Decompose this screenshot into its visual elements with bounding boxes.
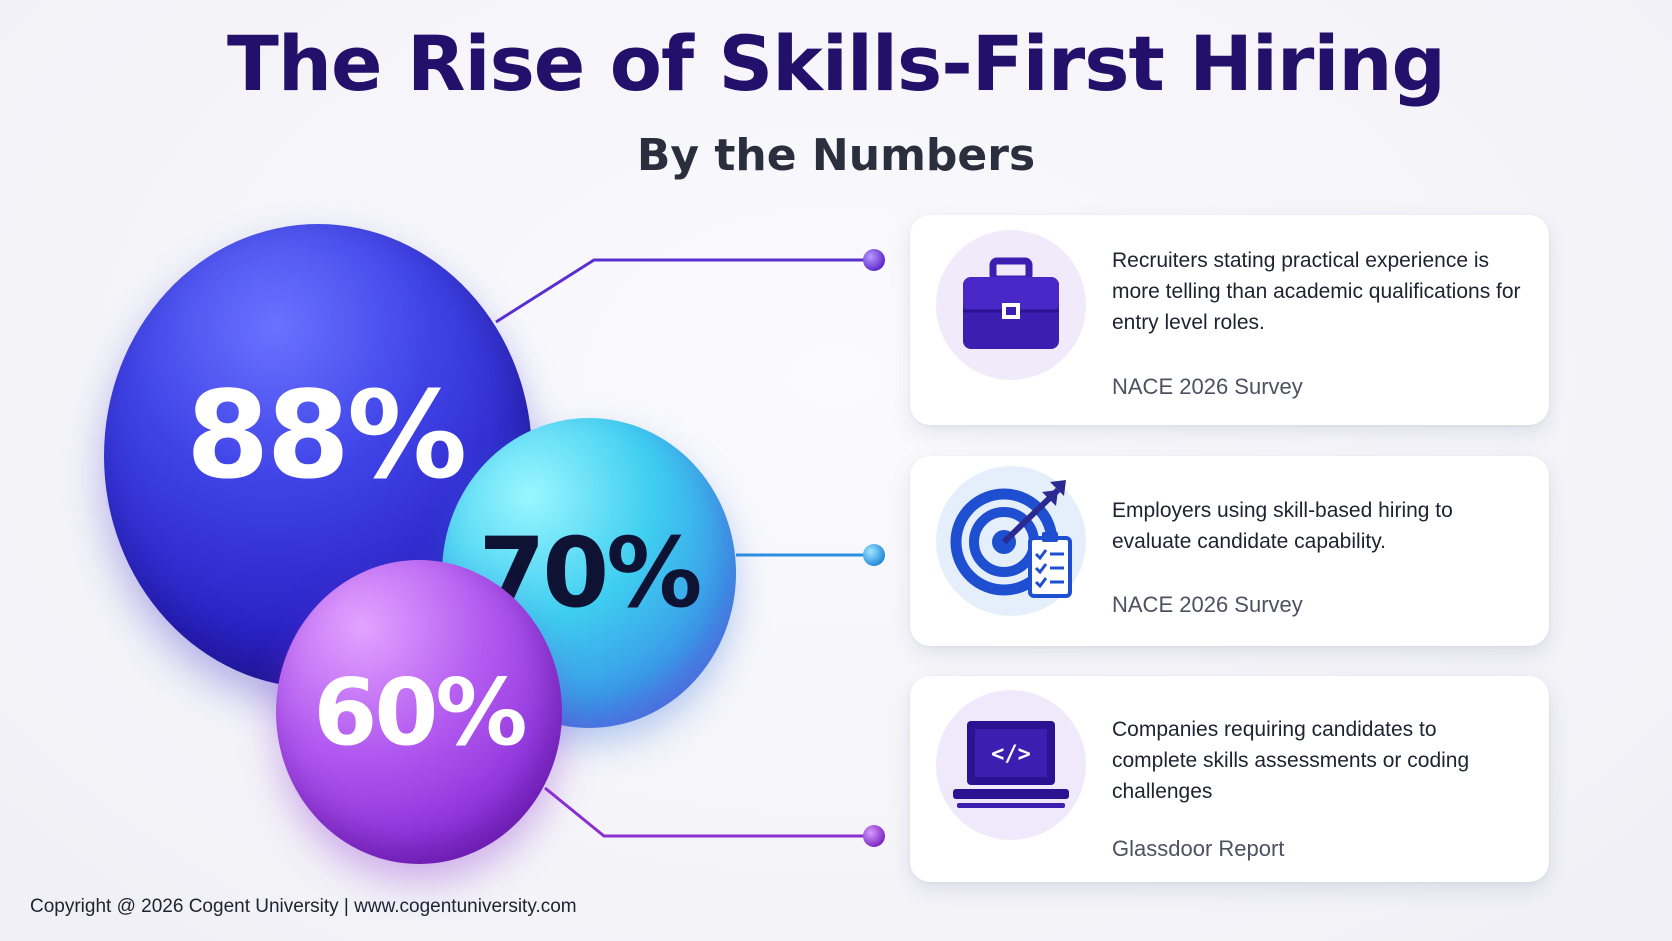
stat-card-2: Employers using skill-based hiring to ev… xyxy=(910,456,1549,646)
target-checklist-icon xyxy=(936,466,1086,616)
laptop-code-icon: </> xyxy=(936,690,1086,840)
stat-source-1: NACE 2026 Survey xyxy=(1112,374,1303,399)
page-title: The Rise of Skills-First Hiring xyxy=(227,19,1446,108)
connector-dot-3 xyxy=(863,825,885,847)
stat-bubble-70: 70% xyxy=(442,418,736,728)
stat-value-88: 88% xyxy=(186,366,467,506)
stat-description-1: Recruiters stating practical experience … xyxy=(1112,249,1521,334)
svg-text:</>: </> xyxy=(991,742,1031,767)
connector-dot-1 xyxy=(863,249,885,271)
footer-copyright: Copyright @ 2026 Cogent University | www… xyxy=(30,896,577,917)
connector-dot-2 xyxy=(863,544,885,566)
page-subtitle: By the Numbers xyxy=(636,130,1036,181)
stat-bubble-60: 60% xyxy=(276,560,562,864)
stat-card-1: Recruiters stating practical experience … xyxy=(910,215,1549,425)
connector-line-3 xyxy=(544,786,874,838)
briefcase-icon xyxy=(936,230,1086,380)
connector-line-1 xyxy=(495,258,874,324)
stat-card-3: </> Companies requiring candidates to co… xyxy=(910,676,1549,882)
stat-source-3: Glassdoor Report xyxy=(1112,836,1285,861)
stat-source-2: NACE 2026 Survey xyxy=(1112,592,1303,617)
stat-description-3: Companies requiring candidates to comple… xyxy=(1112,718,1470,803)
stat-value-60: 60% xyxy=(313,658,527,766)
stat-description-2: Employers using skill-based hiring to ev… xyxy=(1112,499,1453,553)
